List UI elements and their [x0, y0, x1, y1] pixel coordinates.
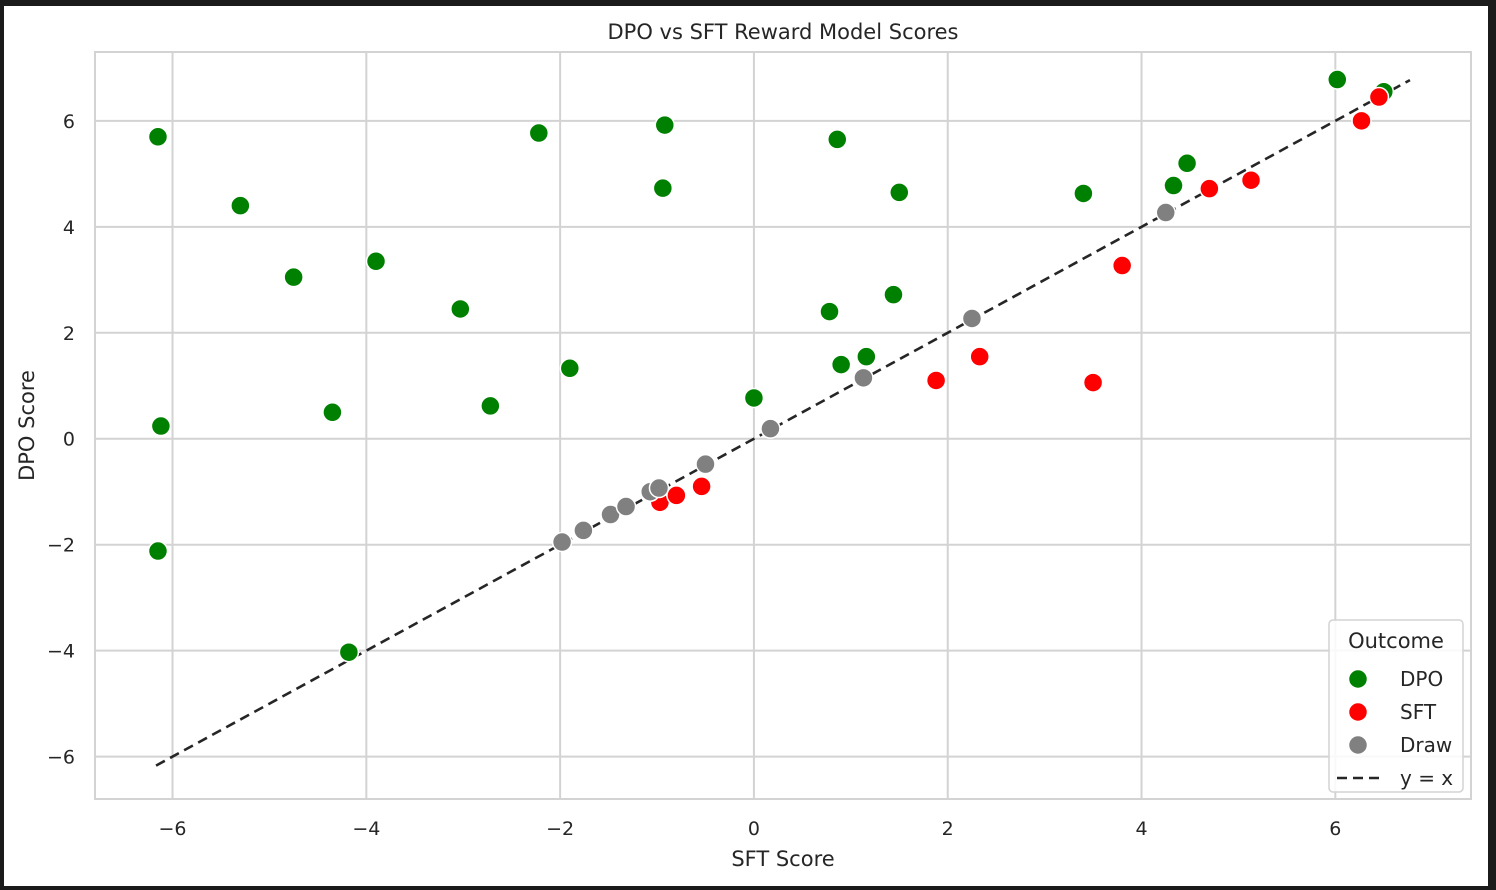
- x-tick-label: 2: [942, 818, 954, 840]
- x-tick-label: 4: [1135, 818, 1147, 840]
- point-dpo: [889, 182, 910, 203]
- legend-marker-sft: [1347, 701, 1369, 723]
- point-draw: [551, 531, 573, 553]
- point-draw: [695, 453, 716, 475]
- y-tick-label: −2: [47, 535, 75, 557]
- point-draw: [615, 496, 637, 517]
- point-draw: [573, 520, 594, 541]
- point-dpo: [1327, 69, 1348, 90]
- point-dpo: [322, 402, 343, 423]
- y-tick-label: −6: [47, 747, 75, 769]
- grid: [95, 52, 1471, 799]
- point-dpo: [1163, 175, 1184, 196]
- y-axis-label: DPO Score: [15, 370, 39, 481]
- point-draw: [760, 418, 781, 439]
- data-points: [147, 69, 1395, 663]
- figure: −6 −4 −2 0 2 4 6 −6 −4 −2 0 2 4 6 DPO vs SFT Reward M…: [4, 6, 1488, 886]
- point-sft: [1351, 110, 1372, 132]
- point-sft: [1368, 86, 1390, 108]
- point-dpo: [856, 346, 877, 367]
- point-dpo: [743, 387, 765, 409]
- x-tick-label: 6: [1329, 818, 1341, 840]
- point-dpo: [883, 284, 904, 305]
- y-tick-label: 6: [63, 111, 75, 133]
- point-dpo: [365, 251, 387, 272]
- point-sft: [925, 370, 947, 391]
- point-dpo: [830, 354, 852, 375]
- y-tick-label: 4: [63, 217, 75, 239]
- point-dpo: [652, 177, 674, 199]
- tick-labels: −6 −4 −2 0 2 4 6 −6 −4 −2 0 2 4 6: [47, 111, 1341, 840]
- point-dpo: [1176, 153, 1198, 174]
- legend-label: DPO: [1400, 667, 1443, 691]
- point-dpo: [147, 126, 169, 148]
- x-tick-label: −6: [159, 818, 187, 840]
- y-tick-label: −4: [47, 641, 75, 663]
- point-sft: [1082, 372, 1104, 393]
- point-draw: [1155, 202, 1177, 223]
- point-sft: [1199, 178, 1220, 199]
- point-dpo: [338, 641, 360, 663]
- legend-label: y = x: [1400, 766, 1453, 790]
- point-dpo: [819, 301, 840, 322]
- point-dpo: [283, 266, 304, 288]
- point-draw: [648, 477, 670, 499]
- scatter-chart: −6 −4 −2 0 2 4 6 −6 −4 −2 0 2 4 6 DPO vs SFT Reward M…: [15, 20, 1472, 871]
- point-dpo: [480, 395, 501, 417]
- point-dpo: [559, 358, 581, 379]
- x-tick-label: −4: [352, 818, 380, 840]
- legend-marker-dpo: [1347, 668, 1369, 690]
- point-dpo: [150, 415, 172, 437]
- point-dpo: [450, 298, 471, 320]
- x-tick-label: −2: [546, 818, 574, 840]
- point-dpo: [528, 122, 550, 144]
- chart-title: DPO vs SFT Reward Model Scores: [608, 20, 959, 44]
- x-tick-label: 0: [748, 818, 760, 840]
- point-draw: [853, 367, 874, 389]
- legend-items: DPO SFT Draw y = x: [1337, 667, 1453, 790]
- legend-label: SFT: [1400, 700, 1437, 724]
- point-sft: [666, 485, 687, 506]
- point-draw: [961, 308, 983, 329]
- point-dpo: [654, 114, 676, 136]
- point-dpo: [147, 540, 169, 562]
- point-dpo: [1073, 183, 1094, 204]
- point-sft: [691, 476, 712, 497]
- y-tick-label: 2: [63, 323, 75, 345]
- point-sft: [1240, 169, 1262, 191]
- point-sft: [1111, 255, 1133, 276]
- reference-line-y-equals-x: [155, 78, 1411, 767]
- point-dpo: [827, 129, 848, 150]
- legend: Outcome DPO SFT Draw y = x: [1328, 619, 1464, 793]
- legend-marker-draw: [1347, 734, 1369, 756]
- point-sft: [969, 346, 990, 367]
- plot-frame: [94, 51, 1472, 800]
- y-tick-label: 0: [63, 429, 75, 451]
- x-axis-label: SFT Score: [731, 847, 834, 871]
- legend-title: Outcome: [1348, 629, 1444, 653]
- legend-label: Draw: [1400, 733, 1452, 757]
- point-dpo: [230, 195, 251, 216]
